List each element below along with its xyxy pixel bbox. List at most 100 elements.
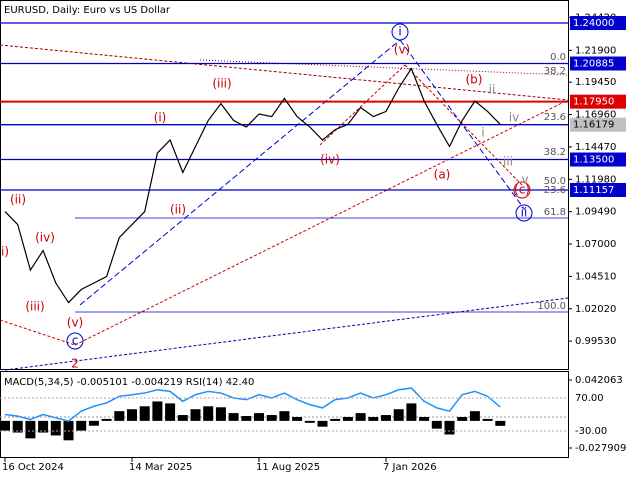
macd-bar (482, 418, 493, 421)
macd-bar (215, 407, 226, 421)
wave-label: i (398, 25, 401, 39)
macd-bar (88, 420, 99, 426)
wave-circle (391, 23, 409, 41)
wave-label: ii (489, 83, 496, 97)
macd-bar (25, 420, 36, 439)
wave-label: 2 (71, 357, 79, 371)
y2-tick-label: -30.00 (575, 426, 607, 437)
macd-bar (228, 413, 239, 421)
y-tick-label: -0.027909 (575, 443, 626, 454)
y-tick-label: 0.99530 (575, 336, 616, 347)
fib-line (199, 59, 569, 76)
fib-label: 61.8 (544, 207, 566, 218)
macd-bar (431, 420, 442, 429)
level-box (570, 56, 626, 71)
trendline (74, 99, 569, 346)
macd-bar (12, 420, 23, 433)
y-tick-label: 1.21900 (575, 45, 616, 56)
wave-label: (v) (67, 316, 83, 330)
fib-label: 0.0 (550, 52, 566, 63)
y-tick-label: 1.19450 (575, 77, 616, 88)
x-tick-label: 7 Jan 2026 (383, 462, 437, 473)
indicator-title: MACD(5,34,5) -0.005101 -0.004219 RSI(14)… (4, 377, 254, 388)
trendline (399, 39, 526, 211)
level-box (570, 182, 626, 197)
macd-bar (254, 413, 264, 421)
macd-bar (317, 420, 328, 427)
y2-tick-label: 70.00 (575, 393, 604, 404)
y-tick-label: 0.042063 (575, 375, 623, 386)
y-tick-label: 1.02020 (575, 304, 616, 315)
wave-label: (iii) (25, 300, 44, 314)
macd-bar (279, 411, 290, 421)
macd-bar (139, 406, 150, 421)
y-tick-label: 1.14470 (575, 142, 616, 153)
wave-label: (iv) (320, 153, 340, 167)
wave-label: i (481, 126, 484, 140)
fib-label: 23.6 (544, 185, 566, 196)
wave-label: (ii) (10, 193, 26, 207)
level-box (570, 117, 626, 132)
macd-bar (381, 415, 391, 421)
wave-label: (iv) (35, 231, 55, 245)
wave-label: (a) (434, 168, 451, 182)
wave-label: (v) (394, 43, 410, 57)
macd-bar (469, 411, 480, 421)
fib-label: 38.2 (544, 147, 566, 158)
y-tick-label: 1.09490 (575, 207, 616, 218)
macd-bar (0, 420, 10, 431)
wave-label: ii (521, 206, 528, 220)
wave-label: (ii) (170, 203, 186, 217)
trendline (319, 64, 406, 146)
fib-label: 100.0 (537, 301, 566, 312)
x-tick-label: 14 Mar 2025 (129, 462, 192, 473)
wave-label: (i) (154, 111, 167, 125)
wave-circle (515, 204, 533, 222)
macd-bar (444, 420, 455, 435)
macd-bar (177, 415, 188, 421)
macd-bar (368, 416, 379, 421)
level-label: 1.17950 (573, 97, 614, 108)
macd-bar (190, 409, 201, 421)
wave-label: (b) (466, 73, 483, 87)
wave-label: iii (503, 155, 513, 169)
x-tick-label: 16 Oct 2024 (2, 462, 64, 473)
level-label: 1.11157 (573, 185, 614, 196)
chart-title: EURUSD, Daily: Euro vs US Dollar (4, 5, 171, 16)
macd-bar (101, 418, 112, 421)
macd-bar (292, 416, 303, 421)
macd-bar (342, 416, 353, 421)
wave-label: (iii) (212, 77, 231, 91)
rsi-line (4, 387, 501, 422)
macd-bar (266, 415, 277, 421)
level-box (570, 94, 626, 109)
wave-circle (513, 181, 531, 199)
wave-label: i) (1, 245, 9, 259)
trendline (4, 297, 569, 371)
macd-bar (419, 416, 430, 421)
macd-bar (457, 416, 468, 421)
macd-bar (393, 409, 404, 421)
trendline (0, 44, 569, 101)
wave-label: c (72, 334, 79, 348)
macd-bar (304, 420, 315, 423)
macd-bar (152, 401, 163, 421)
macd-bar (203, 406, 214, 421)
level-box (570, 152, 626, 167)
wave-circle (66, 332, 84, 350)
trendline (79, 39, 401, 306)
fib-label: 23.6 (544, 112, 566, 123)
macd-frame (0, 371, 569, 458)
wave-label: (c) (514, 183, 530, 197)
level-label: 1.13500 (573, 155, 614, 166)
macd-bar (114, 411, 125, 421)
trendline (404, 64, 523, 186)
level-label: 1.20885 (573, 59, 614, 70)
wave-label: iv (509, 111, 519, 125)
price-line (4, 67, 501, 304)
macd-bar (330, 418, 341, 421)
fib-label: 38.2 (544, 66, 566, 77)
y-tick-label: 1.11980 (575, 174, 616, 185)
